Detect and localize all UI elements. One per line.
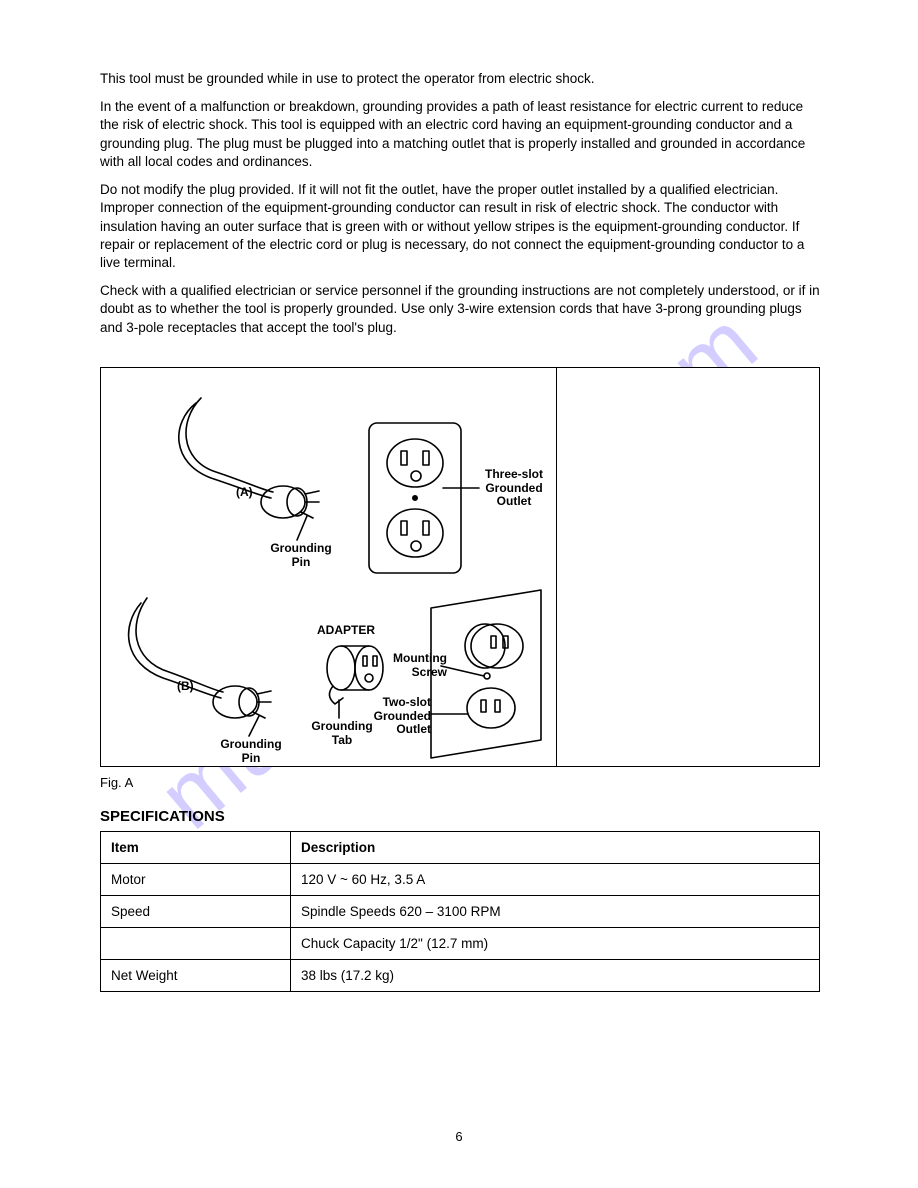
figure-grounding: (A) Grounding Pin Three-slot Grounded Ou…: [100, 367, 820, 767]
fig-label-mounting-screw: Mounting Screw: [385, 652, 447, 680]
paragraph-2: In the event of a malfunction or breakdo…: [100, 98, 820, 171]
fig-label-adapter: ADAPTER: [317, 624, 375, 638]
paragraph-4: Check with a qualified electrician or se…: [100, 282, 820, 337]
table-cell: Description: [291, 831, 820, 863]
table-cell: Net Weight: [101, 959, 291, 991]
figure-caption: Fig. A: [100, 775, 820, 790]
table-cell: Speed: [101, 895, 291, 927]
table-cell: 120 V ~ 60 Hz, 3.5 A: [291, 863, 820, 895]
page-number: 6: [0, 1129, 918, 1144]
table-cell: Item: [101, 831, 291, 863]
fig-label-a: (A): [236, 486, 253, 500]
table-row: SpeedSpindle Speeds 620 – 3100 RPM: [101, 895, 820, 927]
spec-table: ItemDescriptionMotor120 V ~ 60 Hz, 3.5 A…: [100, 831, 820, 992]
table-cell: Motor: [101, 863, 291, 895]
table-row: Chuck Capacity 1/2" (12.7 mm): [101, 927, 820, 959]
table-row: Net Weight38 lbs (17.2 kg): [101, 959, 820, 991]
table-cell: Chuck Capacity 1/2" (12.7 mm): [291, 927, 820, 959]
table-row: ItemDescription: [101, 831, 820, 863]
table-cell: 38 lbs (17.2 kg): [291, 959, 820, 991]
paragraph-1: This tool must be grounded while in use …: [100, 70, 820, 88]
fig-label-two-slot: Two-slot Grounded Outlet: [367, 696, 431, 737]
fig-label-grounding-pin-b: Grounding Pin: [211, 738, 291, 766]
fig-label-three-slot: Three-slot Grounded Outlet: [479, 468, 549, 509]
page-body: This tool must be grounded while in use …: [100, 70, 820, 992]
table-cell: Spindle Speeds 620 – 3100 RPM: [291, 895, 820, 927]
figure-divider: [556, 368, 557, 766]
paragraph-3: Do not modify the plug provided. If it w…: [100, 181, 820, 272]
spec-heading: SPECIFICATIONS: [100, 808, 820, 825]
fig-label-b: (B): [177, 680, 194, 694]
table-row: Motor120 V ~ 60 Hz, 3.5 A: [101, 863, 820, 895]
table-cell: [101, 927, 291, 959]
fig-label-grounding-pin-a: Grounding Pin: [261, 542, 341, 570]
